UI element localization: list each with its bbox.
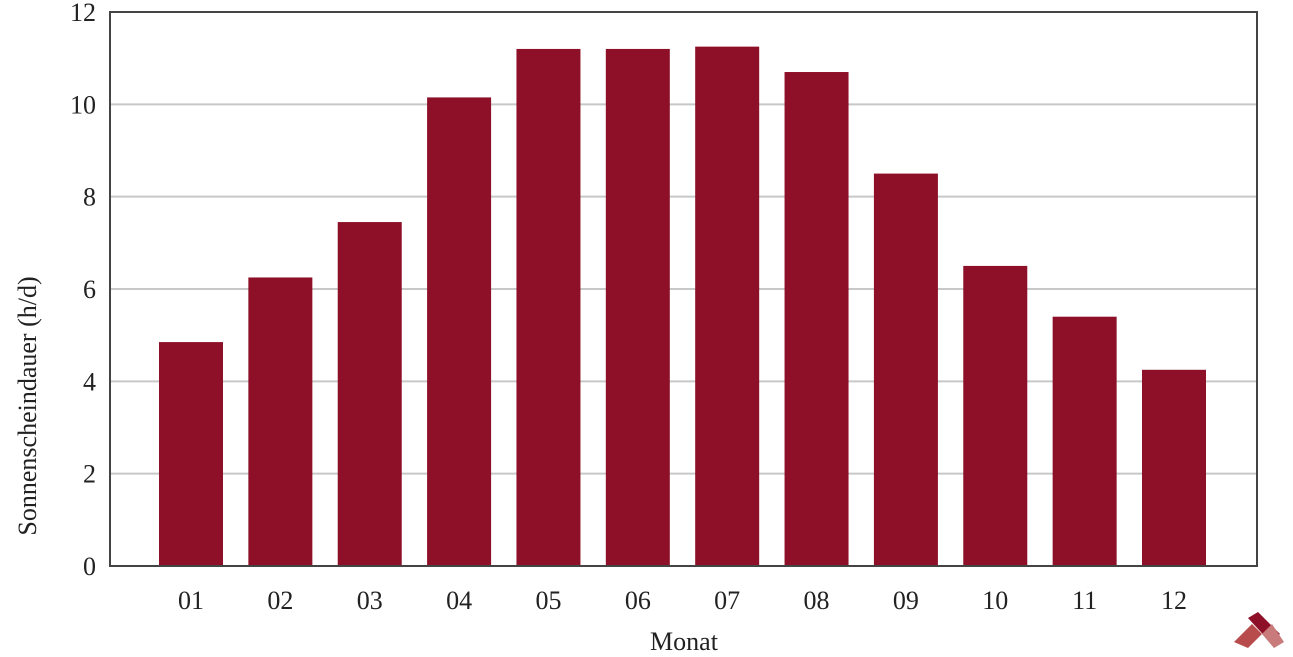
x-tick-label: 04	[446, 586, 472, 615]
bar-06	[605, 48, 670, 566]
x-tick-label: 07	[714, 586, 740, 615]
x-tick-label: 08	[804, 586, 830, 615]
bar-12	[1142, 369, 1206, 566]
x-tick-label: 10	[982, 586, 1008, 615]
x-tick-label: 05	[535, 586, 561, 615]
y-tick-label: 6	[83, 275, 96, 304]
bar-08	[784, 72, 849, 567]
bar-02	[248, 277, 313, 566]
bar-09	[873, 173, 938, 567]
y-tick-label: 2	[83, 460, 96, 489]
bar-04	[427, 97, 492, 567]
x-tick-label: 12	[1161, 586, 1187, 615]
bar-11	[1052, 316, 1117, 566]
bars	[159, 46, 1206, 567]
x-tick-label: 01	[178, 586, 204, 615]
plot-frame	[109, 11, 1258, 567]
wetterkontor-logo-icon	[1234, 612, 1284, 648]
bar-05	[516, 48, 581, 566]
bar-10	[963, 265, 1028, 566]
x-tick-label: 11	[1072, 586, 1097, 615]
y-tick-label: 0	[83, 552, 96, 581]
y-tick-label: 10	[70, 90, 96, 119]
y-tick-label: 8	[83, 183, 96, 212]
x-axis-ticks: 01 02 03 04 05 06 07 08 09 10 11 12	[178, 586, 1187, 615]
x-tick-label: 03	[357, 586, 383, 615]
bar-01	[159, 342, 223, 566]
bar-07	[695, 46, 760, 566]
x-tick-label: 02	[267, 586, 293, 615]
y-axis-title: Sonnenscheindauer (h/d)	[13, 276, 42, 535]
y-tick-label: 4	[83, 367, 96, 396]
y-tick-label: 12	[70, 0, 96, 27]
x-tick-label: 06	[625, 586, 651, 615]
x-tick-label: 09	[893, 586, 919, 615]
x-axis-title: Monat	[650, 627, 719, 656]
y-axis-ticks: 0 2 4 6 8 10 12	[70, 0, 96, 581]
bar-03	[337, 222, 402, 566]
